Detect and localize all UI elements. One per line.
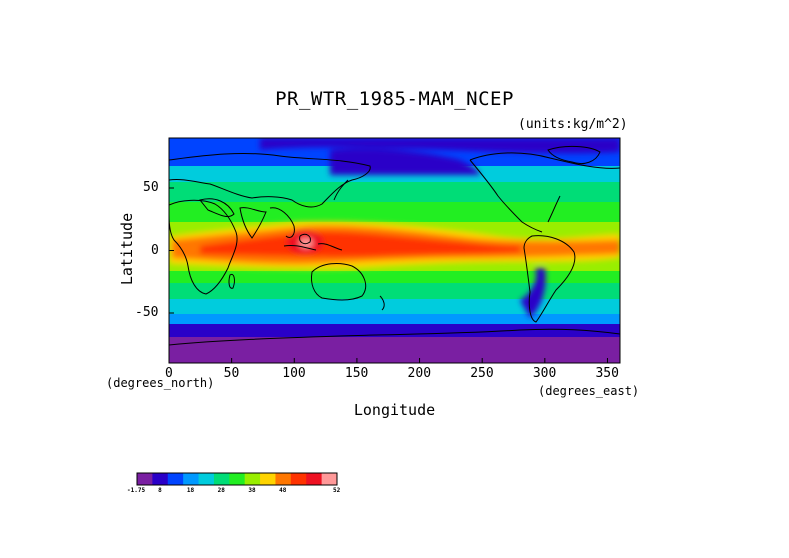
colorbar-label: 18: [186, 487, 195, 494]
y-tick-label: 0: [151, 242, 159, 258]
colorbar-label: 48: [279, 487, 287, 494]
x-tick-label: 200: [407, 366, 432, 381]
x-tick-marks: [168, 358, 608, 363]
colorbar-label: 52: [333, 487, 341, 494]
coast-africa: [169, 199, 238, 295]
coast-south-america: [523, 235, 576, 323]
colorbar-frame: [136, 472, 338, 486]
colorbar-swatch: [183, 473, 200, 485]
x-axis-label: Longitude: [353, 401, 436, 419]
coast-north-america: [469, 152, 620, 233]
colorbar-swatch: [198, 473, 215, 485]
y-tick-label: 50: [143, 180, 159, 195]
colorbar-swatch: [290, 473, 307, 485]
y-axis-label: Latitude: [118, 212, 136, 286]
colorbar-swatch: [306, 473, 323, 485]
y-tick-marks: [169, 187, 174, 314]
y-tick-label: -50: [135, 305, 159, 320]
precipitable-water-field: [169, 138, 620, 363]
plot-title: PR_WTR_1985-MAM_NCEP: [275, 88, 514, 110]
x-tick-label: 150: [344, 366, 369, 381]
coast-se-asia: [269, 207, 295, 239]
x-units-label: (degrees_east): [538, 384, 640, 398]
x-tick-label: 100: [282, 366, 306, 381]
x-tick-label: 250: [470, 366, 494, 381]
x-tick-label: 350: [595, 366, 619, 381]
colorbar-swatch: [152, 473, 169, 485]
coast-arabia: [199, 198, 235, 217]
colorbar-swatch: [275, 473, 292, 485]
colorbar-swatch: [137, 473, 153, 485]
colorbar-swatch: [167, 473, 184, 485]
x-tick-label: 50: [223, 366, 240, 381]
coast-antarctica: [169, 328, 620, 346]
colorbar-label: 28: [217, 487, 225, 494]
x-tick-label: 300: [532, 366, 557, 381]
coast-india: [239, 207, 267, 239]
colorbar: [136, 472, 338, 486]
coast-japan: [333, 179, 349, 201]
colorbar-label: -1.75: [127, 487, 146, 494]
coast-madagascar: [228, 273, 235, 289]
colorbar-swatch: [229, 473, 246, 485]
colorbar-label: 8: [158, 487, 162, 494]
colorbar-swatch: [213, 473, 230, 485]
units-label: (units:kg/m^2): [518, 117, 628, 132]
colorbar-swatch: [244, 473, 261, 485]
x-tick-label: 0: [165, 366, 173, 381]
colorbar-label: 38: [248, 487, 256, 494]
coast-greenland: [547, 145, 601, 165]
y-units-label: (degrees_north): [106, 376, 215, 390]
coast-indonesia: [283, 233, 343, 251]
coastline-outlines: [169, 145, 620, 346]
colorbar-swatch: [321, 473, 338, 485]
coast-eurasia: [169, 152, 371, 208]
colorbar-swatch: [260, 473, 276, 485]
coast-new-zealand: [379, 295, 385, 311]
coast-australia: [311, 263, 367, 301]
